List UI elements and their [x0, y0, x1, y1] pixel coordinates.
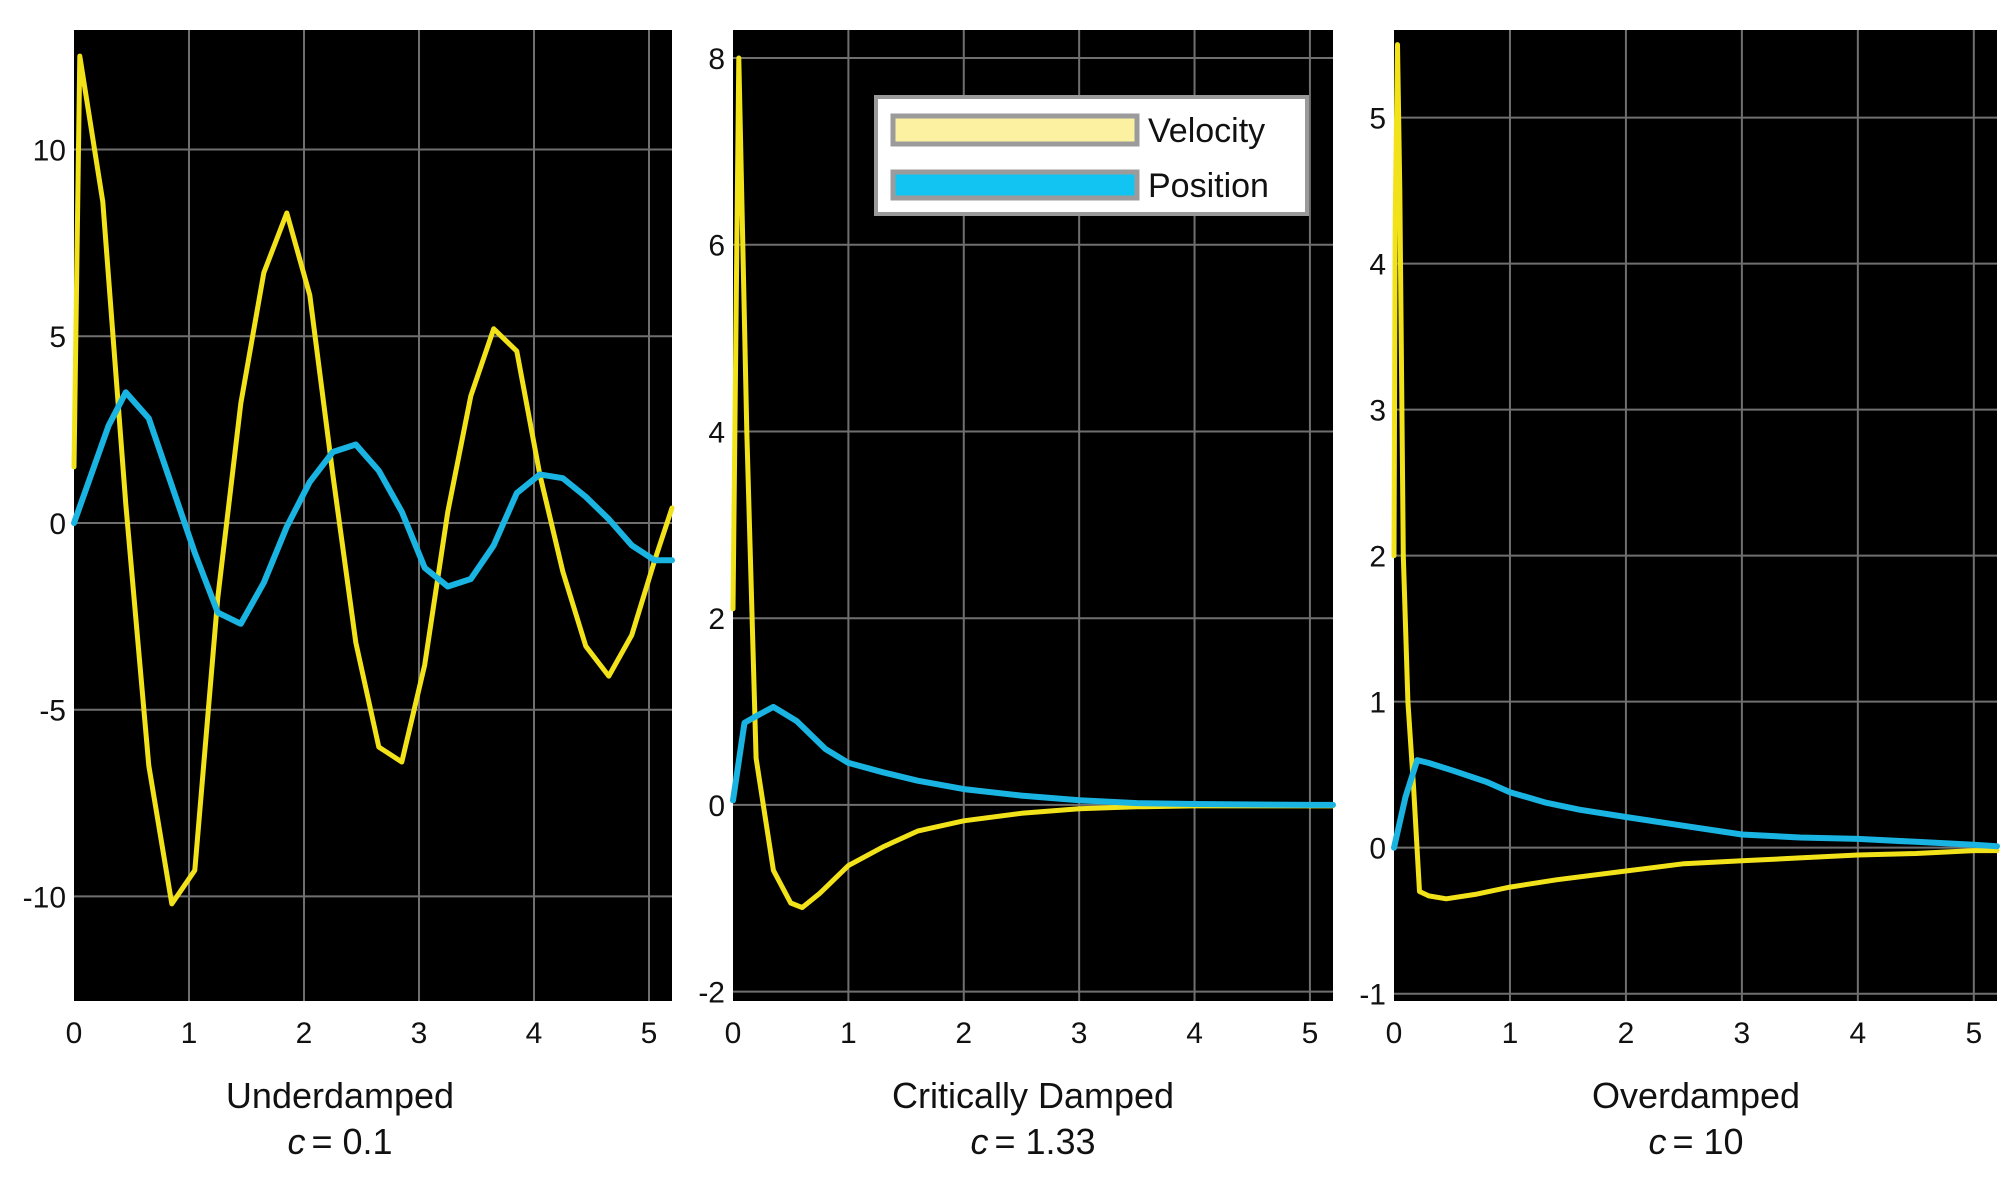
overdamped-y-tick-label: 3	[1369, 395, 1386, 428]
critically-damped-y-tick-label: 0	[708, 790, 725, 823]
underdamped-y-tick-label: -10	[23, 881, 66, 914]
legend-velocity-swatch	[890, 113, 1140, 147]
overdamped-y-tick-labels: -1 0 1 2 3 4 5	[1359, 103, 1386, 1012]
underdamped-title: Underdamped	[226, 1075, 454, 1116]
critically-damped-title: Critically Damped	[892, 1075, 1174, 1116]
underdamped-y-tick-labels: -10 -5 0 5 10	[23, 135, 66, 915]
critically-damped-series	[730, 55, 1336, 911]
legend-position-swatch	[890, 169, 1140, 201]
critically-damped-y-tick-label: 6	[708, 230, 725, 263]
critically-damped-velocity-line	[730, 55, 1336, 911]
overdamped-position-line	[1391, 757, 2000, 851]
critically-damped-x-tick-label: 5	[1302, 1017, 1319, 1050]
critically-damped-position-line	[730, 703, 1336, 808]
overdamped-series	[1391, 42, 2000, 902]
overdamped-x-tick-label: 4	[1850, 1017, 1867, 1050]
overdamped-y-tick-label: 0	[1369, 833, 1386, 866]
underdamped-x-tick-label: 4	[526, 1017, 543, 1050]
underdamped-grid	[74, 30, 672, 1001]
overdamped-grid	[1394, 30, 1997, 1001]
overdamped-param-var: c	[1648, 1121, 1666, 1162]
underdamped-param-var: c	[287, 1121, 305, 1162]
legend-velocity-label: Velocity	[1148, 112, 1265, 150]
overdamped-y-tick-label: 2	[1369, 541, 1386, 574]
overdamped-title: Overdamped	[1592, 1075, 1800, 1116]
overdamped-y-tick-label: 1	[1369, 687, 1386, 720]
critically-damped-y-tick-label: 2	[708, 603, 725, 636]
overdamped-y-tick-label: 4	[1369, 249, 1386, 282]
critically-damped-x-tick-label: 3	[1071, 1017, 1088, 1050]
critically-damped-param-var: c	[970, 1121, 988, 1162]
critically-damped-param-value: = 1.33	[994, 1121, 1095, 1162]
critically-damped-y-tick-label: 8	[708, 43, 725, 76]
overdamped-x-tick-label: 5	[1965, 1017, 1982, 1050]
critically-damped-x-tick-label: 0	[725, 1017, 742, 1050]
critically-damped-x-tick-labels: 0 1 2 3 4 5	[725, 1017, 1319, 1050]
overdamped-x-tick-label: 2	[1618, 1017, 1635, 1050]
underdamped-x-tick-labels: 0 1 2 3 4 5	[66, 1017, 658, 1050]
critically-damped-x-tick-label: 2	[955, 1017, 972, 1050]
underdamped-y-tick-label: 10	[33, 135, 66, 168]
underdamped-plot-area	[74, 30, 672, 1001]
underdamped-x-tick-label: 0	[66, 1017, 83, 1050]
overdamped-param-value: = 10	[1672, 1121, 1743, 1162]
overdamped-x-tick-label: 1	[1502, 1017, 1519, 1050]
underdamped-x-tick-label: 3	[411, 1017, 428, 1050]
overdamped-y-tick-label: -1	[1359, 979, 1386, 1012]
underdamped-param-value: = 0.1	[311, 1121, 392, 1162]
overdamped-x-tick-label: 0	[1386, 1017, 1403, 1050]
overdamped-x-tick-label: 3	[1734, 1017, 1751, 1050]
critically-damped-y-tick-labels: -2 0 2 4 6 8	[698, 43, 725, 1010]
underdamped-panel: -10 -5 0 5 10 0 1 2 3 4 5 Underdamped c = 0.1	[23, 30, 675, 1162]
overdamped-velocity-line	[1391, 42, 2000, 902]
underdamped-y-tick-label: 0	[49, 508, 66, 541]
legend: Velocity Position	[874, 95, 1309, 216]
critically-damped-x-tick-label: 4	[1186, 1017, 1203, 1050]
underdamped-x-tick-label: 5	[641, 1017, 658, 1050]
critically-damped-x-tick-label: 1	[840, 1017, 857, 1050]
underdamped-y-tick-label: 5	[49, 321, 66, 354]
underdamped-x-tick-label: 2	[296, 1017, 313, 1050]
underdamped-param: c = 0.1	[287, 1121, 392, 1162]
overdamped-param: c = 10	[1648, 1121, 1743, 1162]
underdamped-y-tick-label: -5	[39, 695, 66, 728]
overdamped-x-tick-labels: 0 1 2 3 4 5	[1386, 1017, 1982, 1050]
critically-damped-param: c = 1.33	[970, 1121, 1095, 1162]
critically-damped-y-tick-label: 4	[708, 416, 725, 449]
underdamped-series	[71, 53, 675, 907]
underdamped-position-line	[71, 389, 675, 627]
critically-damped-y-tick-label: -2	[698, 977, 725, 1010]
underdamped-x-tick-label: 1	[181, 1017, 198, 1050]
legend-position-label: Position	[1148, 167, 1269, 205]
overdamped-y-tick-label: 5	[1369, 103, 1386, 136]
underdamped-velocity-line	[71, 53, 675, 907]
